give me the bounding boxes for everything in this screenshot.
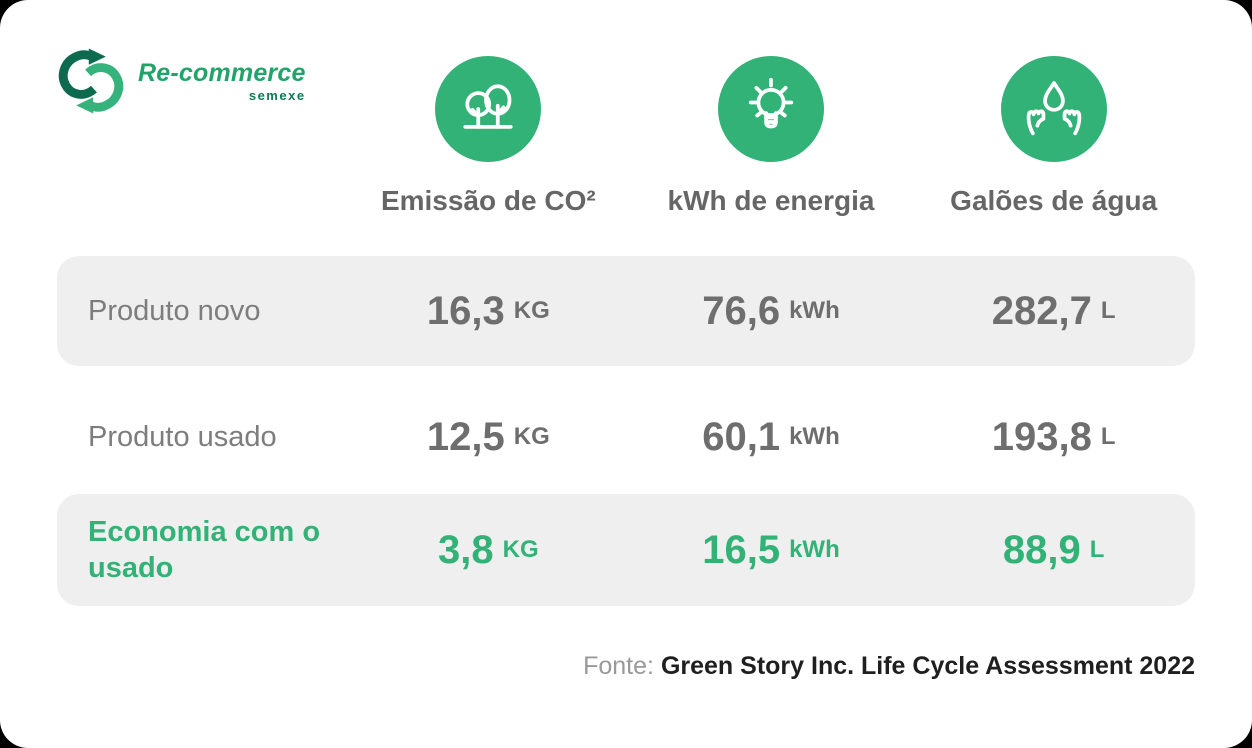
value-number: 88,9	[1002, 527, 1081, 572]
brand-name: Re-commerce	[138, 58, 306, 87]
value-unit: kWh	[789, 536, 840, 563]
row-label: Produto novo	[88, 294, 261, 327]
column-header-energy: kWh de energia	[667, 184, 875, 216]
value-unit: kWh	[789, 423, 840, 450]
row-label: Economia com o usado	[88, 515, 321, 584]
recycle-arrows-icon	[58, 48, 124, 114]
column-headers-row: Emissão de CO² kWh de energia Galões de …	[57, 183, 1195, 219]
value-number: 3,8	[438, 527, 494, 572]
column-icons-row	[57, 55, 1195, 163]
value-unit: L	[1100, 423, 1116, 450]
value-unit: KG	[513, 423, 550, 450]
value-number: 16,5	[702, 527, 781, 572]
icons-row-spacer	[57, 55, 347, 163]
column-header-water: Galões de água	[950, 184, 1158, 216]
table-row-new-product: Produto novo 16,3 KG 76,6 kWh 282,7 L	[57, 256, 1195, 366]
value-number: 282,7	[991, 288, 1092, 333]
value-number: 193,8	[991, 414, 1092, 459]
value-unit: KG	[513, 297, 550, 324]
trees-icon	[435, 56, 542, 162]
value-water: 282,7 L	[912, 289, 1195, 334]
table-row-used-product: Produto usado 12,5 KG 60,1 kWh 193,8 L	[57, 382, 1195, 492]
hands-water-drop-icon	[1000, 56, 1107, 162]
brand-logo: Re-commerce semexe	[54, 46, 306, 116]
value-number: 60,1	[702, 414, 781, 459]
value-energy: 16,5 kWh	[630, 528, 913, 573]
value-co2: 12,5 KG	[347, 415, 630, 460]
table-row-savings: Economia com o usado 3,8 KG 16,5 kWh 88,…	[57, 494, 1195, 606]
column-header-co2: Emissão de CO²	[380, 184, 596, 216]
lightbulb-icon	[717, 56, 824, 162]
value-water: 88,9 L	[912, 528, 1195, 573]
brand-subname: semexe	[248, 87, 306, 103]
value-unit: L	[1100, 297, 1116, 324]
value-unit: kWh	[789, 297, 840, 324]
source-prefix: Fonte:	[583, 652, 654, 680]
value-unit: L	[1089, 536, 1105, 563]
row-label: Produto usado	[88, 420, 277, 453]
brand-text: Re-commerce semexe	[138, 58, 306, 103]
source-text: Green Story Inc. Life Cycle Assessment 2…	[660, 652, 1195, 680]
value-energy: 76,6 kWh	[630, 289, 913, 334]
source-note: Fonte: Green Story Inc. Life Cycle Assess…	[583, 651, 1195, 681]
headers-row-spacer	[57, 183, 347, 219]
value-energy: 60,1 kWh	[630, 415, 913, 460]
value-number: 12,5	[426, 414, 505, 459]
value-unit: KG	[502, 536, 539, 563]
value-number: 16,3	[426, 288, 505, 333]
value-number: 76,6	[702, 288, 781, 333]
value-co2: 3,8 KG	[347, 528, 630, 573]
value-water: 193,8 L	[912, 415, 1195, 460]
value-co2: 16,3 KG	[347, 289, 630, 334]
